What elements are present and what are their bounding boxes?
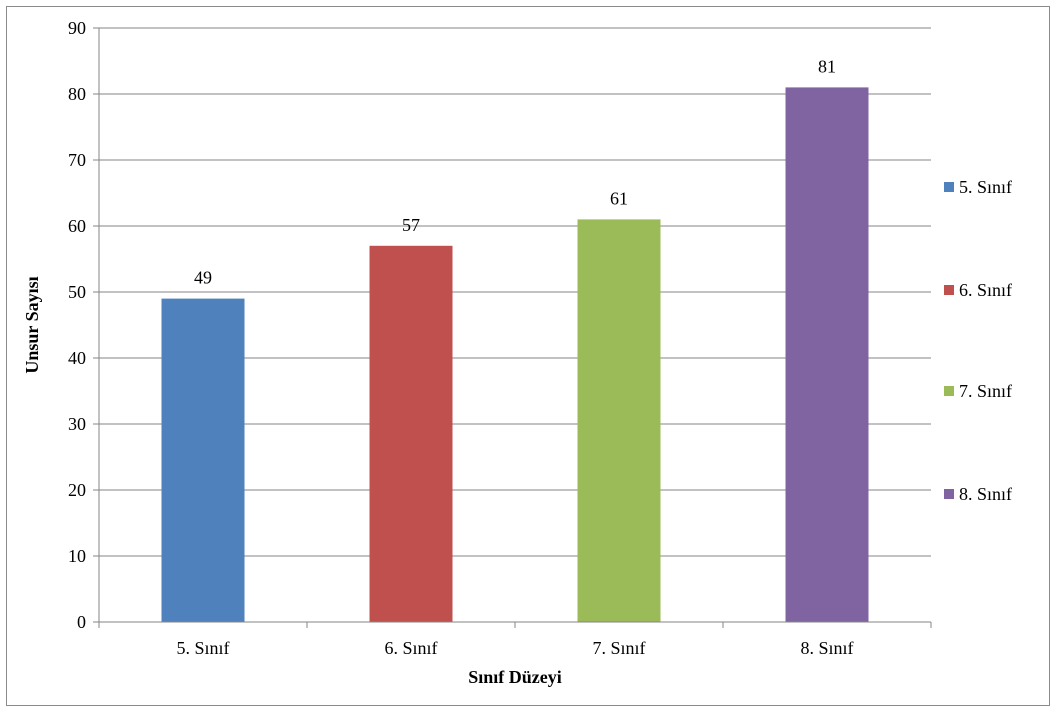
legend-swatch	[944, 386, 954, 396]
legend: 5. Sınıf 6. Sınıf 7. Sınıf 8. Sınıf	[944, 177, 1012, 504]
y-tick-label: 30	[68, 414, 86, 434]
x-tick-label: 8. Sınıf	[800, 638, 853, 658]
y-tick-label: 70	[68, 150, 86, 170]
y-tick-label: 50	[68, 282, 86, 302]
legend-label: 6. Sınıf	[959, 280, 1012, 300]
x-tick-label: 7. Sınıf	[592, 638, 645, 658]
legend-label: 8. Sınıf	[959, 484, 1012, 504]
data-label: 49	[194, 268, 212, 288]
bar	[162, 299, 245, 622]
y-tick-label: 20	[68, 480, 86, 500]
y-tick-label: 90	[68, 18, 86, 38]
legend-swatch	[944, 285, 954, 295]
data-label: 57	[402, 215, 420, 235]
bars	[162, 87, 869, 622]
bar	[370, 246, 453, 622]
y-tick-label: 40	[68, 348, 86, 368]
legend-label: 7. Sınıf	[959, 381, 1012, 401]
legend-label: 5. Sınıf	[959, 177, 1012, 197]
y-tick-label: 80	[68, 84, 86, 104]
legend-swatch	[944, 489, 954, 499]
legend-swatch	[944, 182, 954, 192]
y-tick-label: 60	[68, 216, 86, 236]
y-tick-label: 10	[68, 546, 86, 566]
bar	[578, 219, 661, 622]
bar	[786, 87, 869, 622]
y-tick-label: 0	[77, 612, 86, 632]
y-axis-title: Unsur Sayısı	[22, 276, 42, 373]
data-label: 61	[610, 188, 628, 208]
x-tick-label: 6. Sınıf	[384, 638, 437, 658]
data-label: 81	[818, 56, 836, 76]
x-axis-title: Sınıf Düzeyi	[468, 667, 562, 687]
x-tick-label: 5. Sınıf	[176, 638, 229, 658]
